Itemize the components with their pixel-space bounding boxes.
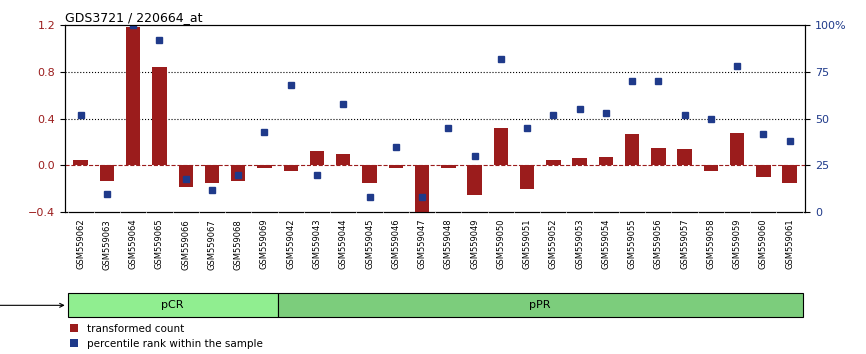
Text: GSM559066: GSM559066 <box>181 219 191 269</box>
Text: GSM559069: GSM559069 <box>260 219 269 269</box>
Bar <box>415 165 430 222</box>
Bar <box>677 149 692 165</box>
Text: GSM559058: GSM559058 <box>707 219 715 269</box>
Bar <box>494 128 508 165</box>
Bar <box>704 165 718 171</box>
Bar <box>152 67 166 165</box>
Bar <box>283 165 298 171</box>
Text: GSM559045: GSM559045 <box>365 219 374 269</box>
Text: GSM559061: GSM559061 <box>785 219 794 269</box>
Bar <box>651 148 666 165</box>
Text: GSM559053: GSM559053 <box>575 219 584 269</box>
Bar <box>756 165 771 177</box>
Text: GSM559055: GSM559055 <box>628 219 637 269</box>
Text: pPR: pPR <box>529 300 551 310</box>
Text: GSM559052: GSM559052 <box>549 219 558 269</box>
Text: GSM559046: GSM559046 <box>391 219 400 269</box>
Bar <box>572 159 587 165</box>
Text: GSM559062: GSM559062 <box>76 219 85 269</box>
Bar <box>100 165 114 181</box>
Text: GSM559060: GSM559060 <box>759 219 768 269</box>
Bar <box>520 165 534 189</box>
Bar <box>730 133 745 165</box>
Text: GSM559057: GSM559057 <box>680 219 689 269</box>
Text: GSM559054: GSM559054 <box>601 219 611 269</box>
Bar <box>74 160 88 165</box>
Bar <box>68 293 278 317</box>
Bar <box>126 27 140 165</box>
Text: GSM559068: GSM559068 <box>234 219 242 269</box>
Text: GSM559044: GSM559044 <box>339 219 348 269</box>
Bar <box>598 157 613 165</box>
Bar <box>310 152 324 165</box>
Text: GSM559059: GSM559059 <box>733 219 741 269</box>
Text: GSM559050: GSM559050 <box>496 219 505 269</box>
Text: GSM559048: GSM559048 <box>443 219 453 269</box>
Text: GSM559043: GSM559043 <box>313 219 321 269</box>
Text: GSM559064: GSM559064 <box>129 219 138 269</box>
Text: GSM559047: GSM559047 <box>417 219 427 269</box>
Bar <box>204 165 219 183</box>
Bar <box>231 165 245 181</box>
Text: GSM559063: GSM559063 <box>102 219 112 269</box>
Text: disease state: disease state <box>0 300 63 310</box>
Bar <box>546 160 560 165</box>
Legend: transformed count, percentile rank within the sample: transformed count, percentile rank withi… <box>70 324 262 349</box>
Bar <box>178 165 193 187</box>
Bar <box>441 165 456 168</box>
Bar <box>278 293 803 317</box>
Bar <box>625 134 639 165</box>
Bar <box>362 165 377 183</box>
Text: GSM559056: GSM559056 <box>654 219 662 269</box>
Bar <box>468 165 481 195</box>
Text: GSM559049: GSM559049 <box>470 219 479 269</box>
Text: GSM559051: GSM559051 <box>522 219 532 269</box>
Bar <box>257 165 272 168</box>
Text: GSM559042: GSM559042 <box>287 219 295 269</box>
Text: GSM559065: GSM559065 <box>155 219 164 269</box>
Text: GDS3721 / 220664_at: GDS3721 / 220664_at <box>65 11 203 24</box>
Bar <box>782 165 797 183</box>
Text: pCR: pCR <box>161 300 184 310</box>
Bar <box>389 165 403 168</box>
Text: GSM559067: GSM559067 <box>208 219 216 269</box>
Bar <box>336 154 351 165</box>
